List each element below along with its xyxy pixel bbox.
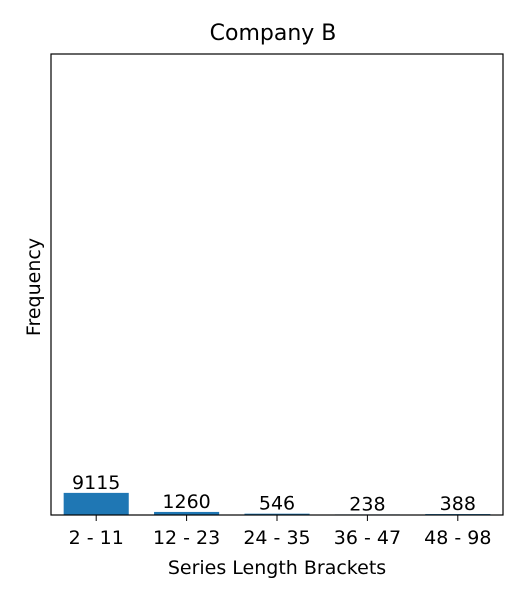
value-label-0: 9115 (72, 472, 120, 494)
x-tick-label-3: 36 - 47 (334, 527, 401, 549)
bar-1 (154, 511, 220, 515)
x-tick-labels-layer: 2 - 11 12 - 23 24 - 35 36 - 47 48 - 98 (69, 527, 492, 549)
x-tick-label-2: 24 - 35 (243, 527, 310, 549)
value-label-4: 388 (440, 493, 476, 515)
bar-2 (244, 513, 310, 515)
value-label-2: 546 (259, 493, 295, 515)
value-label-3: 238 (349, 493, 385, 515)
x-axis-label: Series Length Brackets (168, 557, 386, 579)
x-tick-label-0: 2 - 11 (69, 527, 124, 549)
value-label-1: 1260 (162, 491, 210, 513)
x-ticks-layer (95, 515, 459, 521)
plot-frame (50, 53, 504, 516)
x-tick-label-4: 48 - 98 (424, 527, 491, 549)
bar-0 (63, 492, 129, 515)
y-axis-label: Frequency (23, 238, 45, 336)
x-tick-label-1: 12 - 23 (153, 527, 220, 549)
value-labels-layer: 9115 1260 546 238 388 (72, 472, 476, 516)
chart-title: Company B (210, 21, 337, 46)
